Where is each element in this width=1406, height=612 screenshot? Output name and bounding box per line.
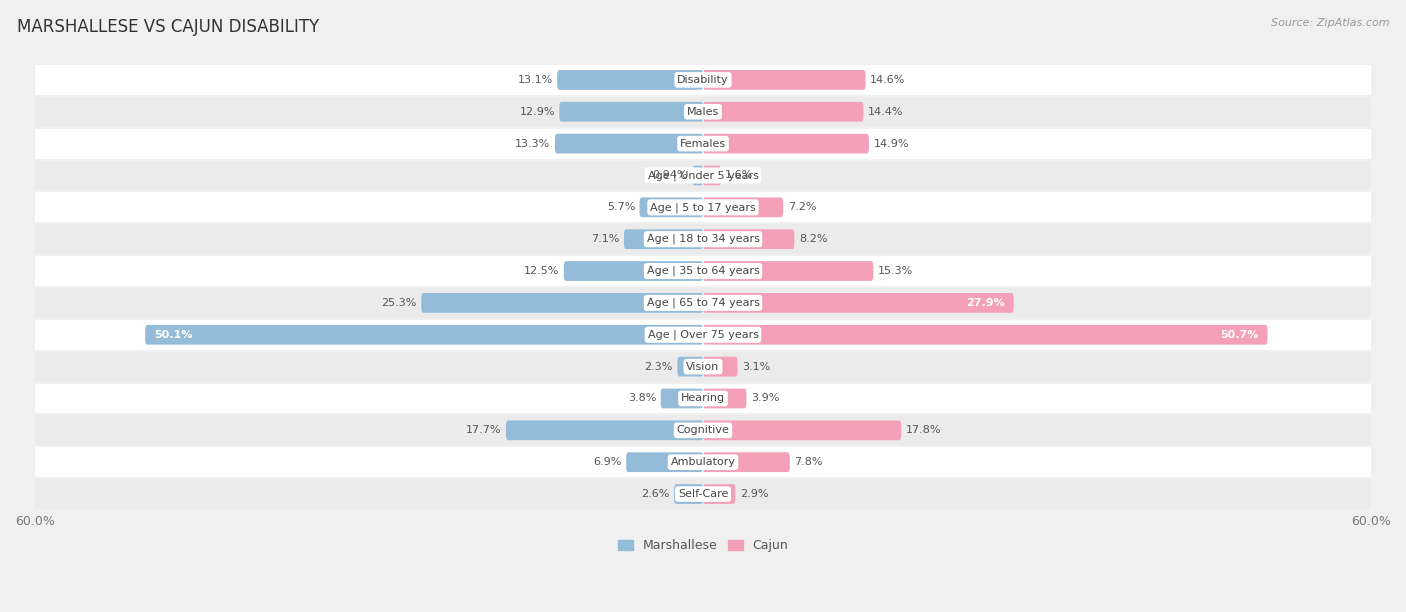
Text: 3.8%: 3.8% (628, 394, 657, 403)
Text: 14.9%: 14.9% (873, 138, 908, 149)
FancyBboxPatch shape (678, 357, 703, 376)
Text: Females: Females (681, 138, 725, 149)
Bar (35, 287, 1371, 319)
Text: Males: Males (688, 106, 718, 117)
FancyBboxPatch shape (506, 420, 703, 440)
Text: Vision: Vision (686, 362, 720, 371)
Text: 15.3%: 15.3% (877, 266, 912, 276)
Bar (35, 478, 1371, 510)
Legend: Marshallese, Cajun: Marshallese, Cajun (613, 534, 793, 558)
Bar (35, 351, 1371, 382)
Bar (35, 128, 1371, 160)
FancyBboxPatch shape (703, 261, 873, 281)
Text: 13.1%: 13.1% (517, 75, 553, 85)
FancyBboxPatch shape (693, 166, 703, 185)
FancyBboxPatch shape (640, 198, 703, 217)
FancyBboxPatch shape (703, 484, 735, 504)
FancyBboxPatch shape (703, 452, 790, 472)
Text: 12.9%: 12.9% (519, 106, 555, 117)
Text: 0.94%: 0.94% (652, 171, 688, 181)
Text: 14.6%: 14.6% (870, 75, 905, 85)
Text: 27.9%: 27.9% (966, 298, 1005, 308)
Text: MARSHALLESE VS CAJUN DISABILITY: MARSHALLESE VS CAJUN DISABILITY (17, 18, 319, 36)
FancyBboxPatch shape (703, 357, 738, 376)
FancyBboxPatch shape (557, 70, 703, 90)
Text: 8.2%: 8.2% (799, 234, 827, 244)
FancyBboxPatch shape (560, 102, 703, 122)
Text: 5.7%: 5.7% (607, 203, 636, 212)
Text: Age | Over 75 years: Age | Over 75 years (648, 329, 758, 340)
Text: Age | 65 to 74 years: Age | 65 to 74 years (647, 297, 759, 308)
FancyBboxPatch shape (703, 420, 901, 440)
Text: 7.1%: 7.1% (591, 234, 620, 244)
Bar (35, 319, 1371, 351)
FancyBboxPatch shape (624, 230, 703, 249)
FancyBboxPatch shape (555, 134, 703, 154)
Text: 17.7%: 17.7% (465, 425, 502, 435)
Text: 13.3%: 13.3% (515, 138, 551, 149)
FancyBboxPatch shape (703, 389, 747, 408)
Text: 50.7%: 50.7% (1220, 330, 1258, 340)
FancyBboxPatch shape (145, 325, 703, 345)
Text: 3.9%: 3.9% (751, 394, 779, 403)
Text: Age | 35 to 64 years: Age | 35 to 64 years (647, 266, 759, 276)
FancyBboxPatch shape (661, 389, 703, 408)
Bar (35, 414, 1371, 446)
FancyBboxPatch shape (703, 293, 1014, 313)
Bar (35, 446, 1371, 478)
FancyBboxPatch shape (703, 166, 721, 185)
Text: Age | 5 to 17 years: Age | 5 to 17 years (650, 202, 756, 212)
Bar (35, 96, 1371, 128)
FancyBboxPatch shape (564, 261, 703, 281)
Text: Age | 18 to 34 years: Age | 18 to 34 years (647, 234, 759, 244)
Bar (35, 160, 1371, 192)
FancyBboxPatch shape (703, 325, 1268, 345)
Bar (35, 255, 1371, 287)
Bar (35, 192, 1371, 223)
FancyBboxPatch shape (626, 452, 703, 472)
Text: Age | Under 5 years: Age | Under 5 years (648, 170, 758, 181)
Text: 1.6%: 1.6% (725, 171, 754, 181)
FancyBboxPatch shape (673, 484, 703, 504)
Text: Self-Care: Self-Care (678, 489, 728, 499)
Text: 6.9%: 6.9% (593, 457, 621, 467)
Text: 50.1%: 50.1% (155, 330, 193, 340)
Text: 2.6%: 2.6% (641, 489, 669, 499)
FancyBboxPatch shape (703, 230, 794, 249)
FancyBboxPatch shape (422, 293, 703, 313)
Text: 2.3%: 2.3% (644, 362, 673, 371)
Bar (35, 64, 1371, 96)
FancyBboxPatch shape (703, 102, 863, 122)
FancyBboxPatch shape (703, 70, 866, 90)
Text: 12.5%: 12.5% (524, 266, 560, 276)
Bar (35, 223, 1371, 255)
Text: 2.9%: 2.9% (740, 489, 768, 499)
Text: Disability: Disability (678, 75, 728, 85)
Text: 14.4%: 14.4% (868, 106, 903, 117)
Text: 3.1%: 3.1% (742, 362, 770, 371)
Text: Cognitive: Cognitive (676, 425, 730, 435)
Text: Ambulatory: Ambulatory (671, 457, 735, 467)
FancyBboxPatch shape (703, 134, 869, 154)
Text: 7.2%: 7.2% (787, 203, 815, 212)
Text: Hearing: Hearing (681, 394, 725, 403)
Text: 7.8%: 7.8% (794, 457, 823, 467)
Text: 25.3%: 25.3% (381, 298, 416, 308)
Bar (35, 382, 1371, 414)
FancyBboxPatch shape (703, 198, 783, 217)
Text: Source: ZipAtlas.com: Source: ZipAtlas.com (1271, 18, 1389, 28)
Text: 17.8%: 17.8% (905, 425, 941, 435)
